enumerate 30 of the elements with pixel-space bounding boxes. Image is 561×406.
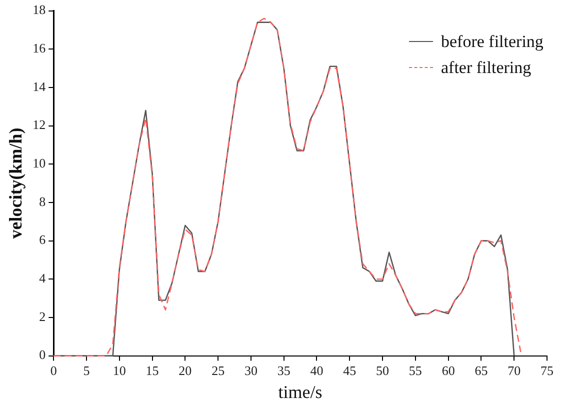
- x-tick-label: 40: [310, 363, 324, 378]
- x-tick-label: 70: [508, 363, 521, 378]
- x-tick-label: 20: [178, 363, 192, 378]
- x-tick-label: 25: [212, 363, 225, 378]
- y-tick-label: 4: [39, 270, 46, 286]
- x-tick-label: 75: [540, 363, 554, 378]
- legend-label: before filtering: [441, 30, 544, 53]
- x-tick-label: 35: [277, 363, 290, 378]
- y-tick-label: 12: [32, 117, 46, 132]
- x-axis-title: time/s: [278, 382, 322, 402]
- x-tick-label: 45: [343, 363, 356, 378]
- x-tick-label: 0: [50, 363, 57, 378]
- y-axis-title: velocity(km/h): [5, 128, 26, 239]
- x-tick-label: 15: [146, 363, 159, 378]
- y-tick-label: 6: [39, 232, 46, 248]
- x-tick-label: 30: [244, 363, 258, 378]
- y-tick-label: 14: [32, 78, 46, 94]
- y-tick-label: 8: [39, 194, 46, 209]
- y-tick-label: 16: [32, 40, 46, 56]
- x-tick-label: 5: [83, 363, 90, 378]
- x-tick-label: 55: [408, 363, 422, 378]
- y-tick-label: 2: [39, 308, 46, 324]
- legend-label: after filtering: [441, 56, 532, 79]
- x-tick-label: 50: [376, 363, 390, 378]
- y-tick-label: 18: [32, 2, 46, 18]
- x-tick-label: 65: [474, 363, 488, 378]
- x-tick-label: 10: [112, 363, 126, 378]
- y-tick-label: 10: [32, 156, 46, 171]
- x-tick-label: 60: [442, 363, 455, 378]
- y-tick-label: 0: [39, 347, 46, 362]
